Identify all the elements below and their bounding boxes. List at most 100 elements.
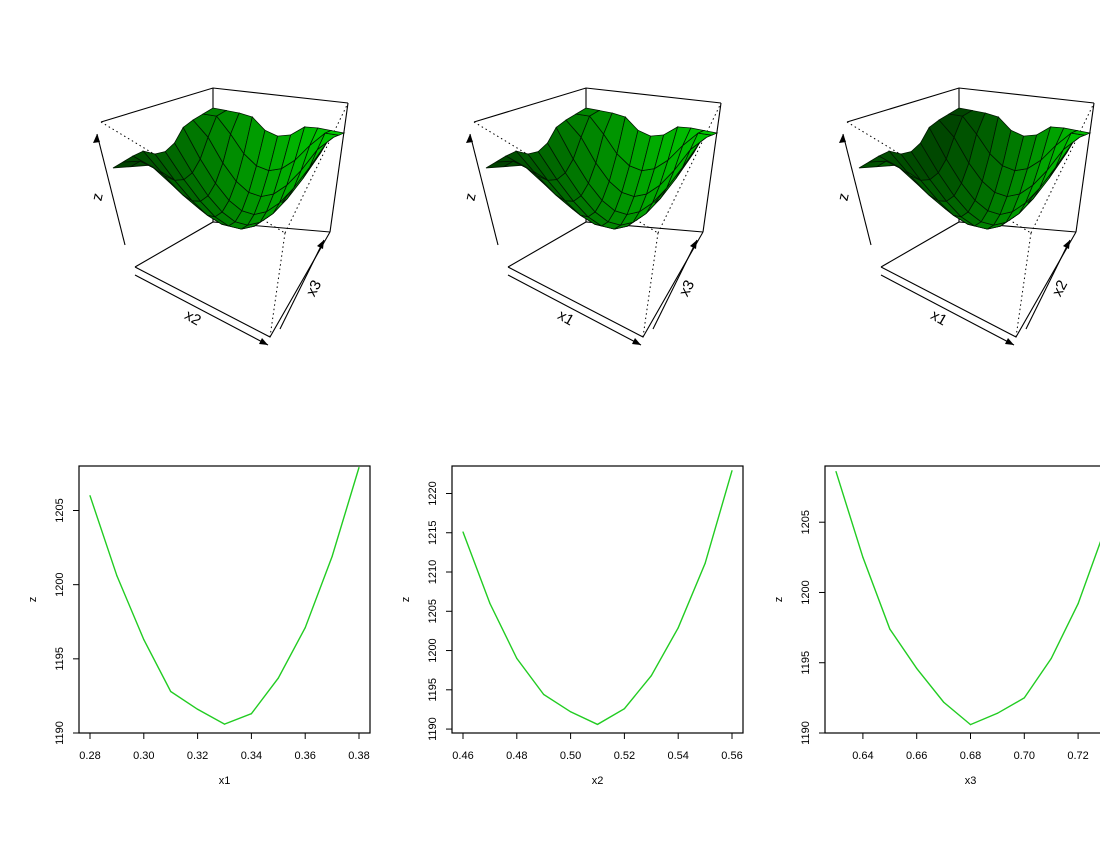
data-point <box>516 657 518 659</box>
box-bottom-front-edge <box>880 231 1077 338</box>
side-axis-arrow <box>279 239 325 330</box>
data-point <box>89 495 91 497</box>
box-bottom-back-edge <box>134 221 331 268</box>
front-arrowhead <box>632 338 641 345</box>
data-point <box>943 701 945 703</box>
y-axis-label: z <box>27 597 39 603</box>
z-axis-arrow <box>469 133 499 246</box>
x-tick-label: 0.64 <box>852 750 873 762</box>
x-tick-label: 0.52 <box>614 750 635 762</box>
data-point <box>677 627 679 629</box>
x-tick-label: 0.28 <box>79 750 100 762</box>
box-hidden-edge <box>642 232 659 338</box>
x-axis-label: x2 <box>592 775 604 787</box>
data-point <box>731 470 733 472</box>
x-tick-label: 0.32 <box>187 750 208 762</box>
y-tick-label: 1200 <box>427 638 439 662</box>
z-arrowhead <box>466 134 473 143</box>
front-axis-label: x2 <box>182 307 204 330</box>
x-tick-label: 0.70 <box>1014 750 1035 762</box>
data-point <box>570 711 572 713</box>
box-hidden-edge <box>1030 102 1095 234</box>
surface-facet <box>323 130 346 136</box>
x-tick-label: 0.50 <box>560 750 581 762</box>
y-tick-label: 1200 <box>800 580 812 604</box>
x-axis-label: x1 <box>219 775 231 787</box>
data-line <box>89 467 360 725</box>
data-point <box>1023 697 1025 699</box>
x-tick-label: 0.36 <box>294 750 315 762</box>
surface-plot-3: z x1 x2 <box>835 87 1095 346</box>
x-tick-label: 0.48 <box>506 750 527 762</box>
x-axis-label: x3 <box>965 775 977 787</box>
y-axis-label: z <box>773 597 785 603</box>
z-arrowhead <box>839 134 846 143</box>
z-axis-label: z <box>89 192 107 203</box>
data-point <box>489 602 491 605</box>
line-chart-2: 0.46 0.48 0.50 0.52 0.54 0.56 1190 1195 1200 1205… <box>400 465 744 787</box>
z-axis-arrow <box>842 133 872 246</box>
data-point <box>143 638 145 641</box>
y-tick-label: 1205 <box>54 498 66 522</box>
side-axis-arrow <box>1025 239 1071 330</box>
box-hidden-edge <box>269 232 286 338</box>
box-bottom-front-edge <box>134 231 331 338</box>
y-tick-label: 1215 <box>427 521 439 545</box>
box-hidden-edge <box>284 102 349 234</box>
line-chart-1: 0.28 0.30 0.32 0.34 0.36 0.38 1190 1195 1200 1205… <box>27 465 371 787</box>
front-arrowhead <box>259 338 268 345</box>
box-hidden-edge <box>657 102 722 234</box>
box-bottom-back-edge <box>880 221 1077 268</box>
data-point <box>223 723 226 725</box>
front-axis-arrow <box>134 274 269 346</box>
surface-plots: z x2 x3 z x1 x3 z x1 x2 <box>89 87 1095 346</box>
box-bottom-back-edge <box>507 221 704 268</box>
surface-plot-1: z x2 x3 <box>89 87 349 346</box>
x-tick-label: 0.46 <box>452 750 473 762</box>
data-point <box>623 708 626 710</box>
data-point <box>170 690 172 693</box>
data-point <box>916 667 918 669</box>
data-line <box>835 471 1100 726</box>
data-point <box>462 531 464 533</box>
data-point <box>331 555 333 558</box>
box-hidden-edge <box>1015 232 1032 338</box>
y-tick-label: 1205 <box>427 599 439 623</box>
x-tick-label: 0.66 <box>906 750 927 762</box>
box-edge <box>702 102 722 233</box>
y-tick-label: 1195 <box>54 647 66 671</box>
x-tick-label: 0.68 <box>960 750 981 762</box>
data-point <box>250 713 252 715</box>
x-tick-label: 0.56 <box>721 750 742 762</box>
data-point <box>1077 603 1079 605</box>
side-axis-label: x2 <box>1049 277 1071 299</box>
x-tick-label: 0.54 <box>667 750 688 762</box>
front-axis-arrow <box>507 274 642 346</box>
side-arrowhead <box>317 240 324 249</box>
data-point <box>277 677 279 679</box>
data-point <box>543 693 545 696</box>
x-tick-label: 0.34 <box>241 750 262 762</box>
surface-facet <box>1069 130 1092 136</box>
plot-frame <box>824 465 1100 734</box>
x-tick-label: 0.30 <box>133 750 154 762</box>
data-point <box>358 466 360 469</box>
y-axis-label: z <box>400 597 412 603</box>
y-tick-label: 1190 <box>427 717 439 741</box>
x-tick-label: 0.38 <box>348 750 369 762</box>
side-axis-label: x3 <box>303 277 325 299</box>
data-point <box>996 712 999 714</box>
data-point <box>116 575 118 577</box>
front-axis-label: x1 <box>928 307 950 330</box>
front-axis-label: x1 <box>555 307 577 330</box>
data-point <box>1050 657 1052 660</box>
data-point <box>862 556 864 558</box>
front-axis-arrow <box>880 274 1015 346</box>
z-axis-arrow <box>96 133 126 246</box>
line-plots: 0.28 0.30 0.32 0.34 0.36 0.38 1190 1195 1200 1205… <box>27 465 1100 787</box>
data-point <box>835 471 837 473</box>
side-axis-arrow <box>652 239 698 330</box>
data-point <box>704 562 706 564</box>
data-point <box>197 708 199 710</box>
y-tick-label: 1205 <box>800 510 812 534</box>
